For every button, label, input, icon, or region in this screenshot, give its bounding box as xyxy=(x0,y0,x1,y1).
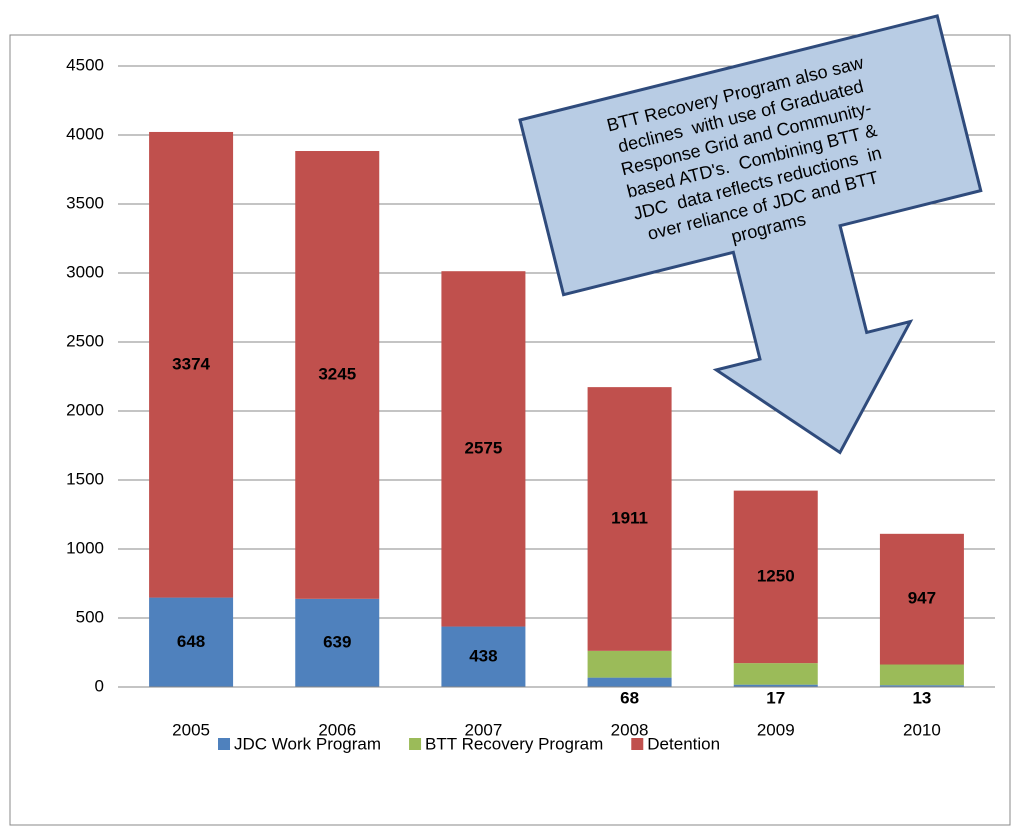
bar-segment xyxy=(733,684,818,687)
x-tick-label: 2006 xyxy=(318,720,356,739)
legend-label: JDC Work Program xyxy=(234,734,381,753)
legend-label: BTT Recovery Program xyxy=(425,734,603,753)
bar-segment xyxy=(441,271,526,627)
bar-segment xyxy=(733,663,818,685)
x-tick-label: 2007 xyxy=(465,720,503,739)
x-tick-label: 2010 xyxy=(903,720,941,739)
bar-segment xyxy=(441,626,526,687)
y-tick-label: 1000 xyxy=(66,538,104,557)
y-tick-label: 1500 xyxy=(66,469,104,488)
data-label: 17 xyxy=(766,688,785,707)
x-tick-label: 2008 xyxy=(611,720,649,739)
y-tick-label: 2500 xyxy=(66,331,104,350)
y-tick-label: 500 xyxy=(76,607,104,626)
bar-segment xyxy=(587,677,672,687)
data-label: 1250 xyxy=(757,566,795,585)
bar-segment xyxy=(879,685,964,687)
y-tick-label: 3000 xyxy=(66,262,104,281)
bar-segment xyxy=(879,664,964,686)
legend-swatch xyxy=(631,738,644,750)
legend-swatch xyxy=(218,738,230,750)
bar-segment xyxy=(295,598,380,687)
y-tick-label: 0 xyxy=(95,676,104,695)
y-tick-label: 2000 xyxy=(66,400,104,419)
data-label: 68 xyxy=(620,688,639,707)
callout-shape xyxy=(518,14,983,455)
legend-label: Detention xyxy=(647,734,720,753)
bar-segment xyxy=(295,151,380,599)
bar-segment xyxy=(587,650,672,678)
bar-segment xyxy=(149,131,234,598)
data-label: 2575 xyxy=(465,438,503,457)
data-label: 648 xyxy=(177,632,205,651)
x-tick-label: 2005 xyxy=(172,720,210,739)
data-label: 3245 xyxy=(318,364,356,383)
bar-segment xyxy=(149,597,234,687)
bar-segment xyxy=(879,533,964,665)
data-label: 3374 xyxy=(172,354,210,373)
data-label: 947 xyxy=(908,589,936,608)
bar-segment xyxy=(733,490,818,664)
y-tick-label: 4500 xyxy=(66,55,104,74)
data-label: 13 xyxy=(912,688,931,707)
y-tick-label: 3500 xyxy=(66,193,104,212)
bar-segment xyxy=(587,387,672,651)
data-label: 438 xyxy=(469,646,497,665)
data-label: 639 xyxy=(323,632,351,651)
y-tick-label: 4000 xyxy=(66,124,104,143)
data-label: 1911 xyxy=(611,508,648,527)
x-tick-label: 2009 xyxy=(757,720,795,739)
legend-swatch xyxy=(409,738,422,750)
